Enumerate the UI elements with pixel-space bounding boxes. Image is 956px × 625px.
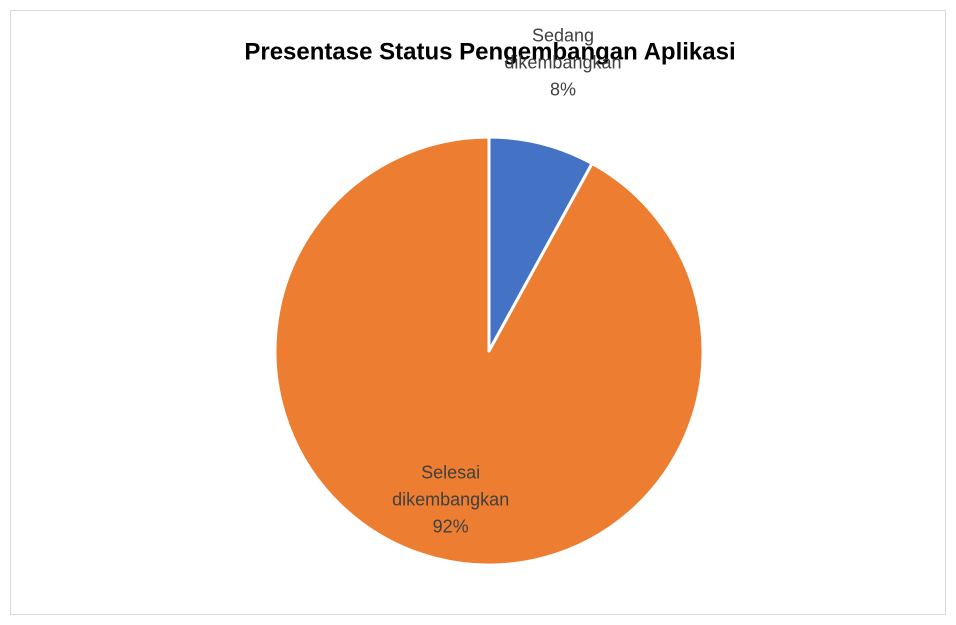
value-label: 92% xyxy=(432,516,469,537)
category-label: Selesai dikembangkan xyxy=(392,462,510,510)
value-label: 8% xyxy=(549,79,576,100)
data-label: Selesai dikembangkan 92% xyxy=(381,460,521,541)
category-label: Sedang dikembangkan xyxy=(504,25,622,73)
pie-slice xyxy=(273,135,705,567)
pie-slice xyxy=(487,135,594,353)
data-label: Sedang dikembangkan 8% xyxy=(493,22,633,103)
chart-title: Presentase Status Pengembangan Aplikasi xyxy=(244,38,735,65)
